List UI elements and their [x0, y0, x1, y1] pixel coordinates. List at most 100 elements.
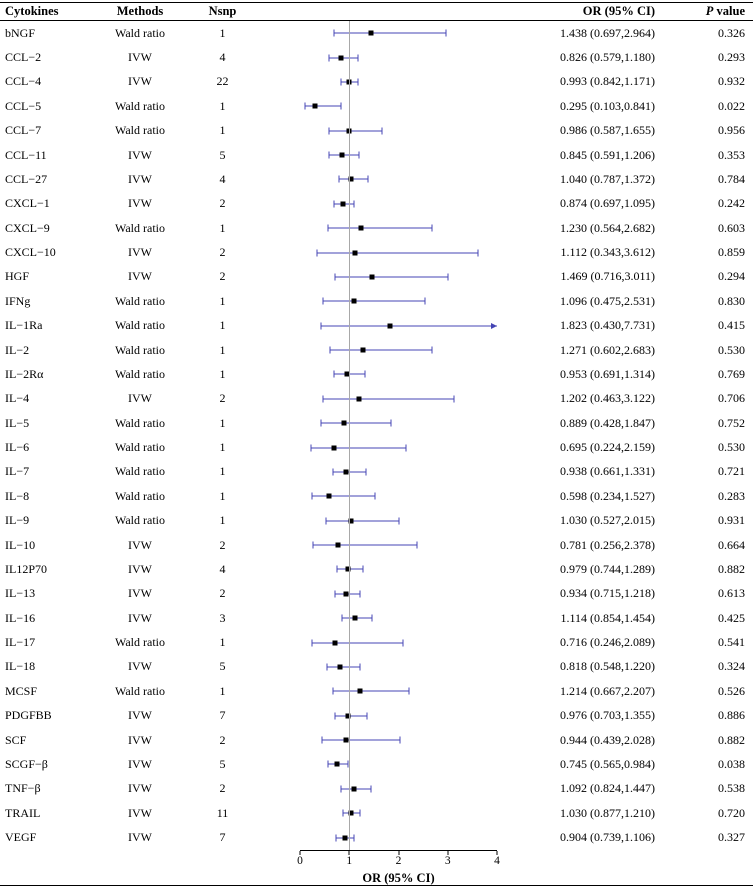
method-label: Wald ratio [114, 683, 165, 698]
col-header-or-ci: OR (95% CI) [582, 4, 655, 18]
method-label: IVW [128, 561, 152, 576]
ci-cap-left [342, 809, 344, 817]
cytokine-label: IL−17 [5, 635, 36, 650]
pvalue-italic-p: P [705, 4, 714, 18]
column-headers: Cytokines Methods Nsnp OR (95% CI) P val… [0, 2, 753, 21]
cytokine-label: CCL−27 [5, 171, 48, 186]
ci-plot [300, 216, 497, 240]
p-value-text: 0.830 [718, 293, 745, 308]
or-ci-text: 1.271 (0.602,2.683) [560, 342, 655, 357]
table-row: CCL−11 IVW 5 0.845 (0.591,1.206) 0.353 [0, 143, 753, 167]
table-row: CXCL−1 IVW 2 0.874 (0.697,1.095) 0.242 [0, 192, 753, 216]
nsnp-value: 1 [219, 123, 226, 138]
point-estimate-marker [343, 737, 349, 743]
or-ci-text: 0.874 (0.697,1.095) [560, 196, 655, 211]
axis-tick-label: 2 [395, 855, 402, 867]
cytokine-label: bNGF [5, 25, 36, 40]
point-estimate-marker [332, 640, 338, 646]
p-value-text: 0.784 [718, 171, 745, 186]
table-row: SCGF−β IVW 5 0.745 (0.565,0.984) 0.038 [0, 752, 753, 776]
point-estimate-marker [338, 55, 344, 61]
or-ci-text: 1.438 (0.697,2.964) [560, 25, 655, 40]
ci-line [312, 642, 403, 644]
nsnp-value: 1 [219, 635, 226, 650]
ci-cap-right [374, 492, 376, 500]
x-axis-labels: 0 1 2 3 4 [297, 855, 500, 868]
cytokine-label: CCL−4 [5, 74, 42, 89]
method-label: IVW [128, 830, 152, 845]
point-estimate-marker [348, 518, 354, 524]
or-ci-text: 1.040 (0.787,1.372) [560, 171, 655, 186]
nsnp-value: 2 [219, 781, 226, 796]
or-ci-text: 0.953 (0.691,1.314) [560, 366, 655, 381]
ci-cap-right [424, 297, 426, 305]
p-value-text: 0.886 [718, 708, 745, 723]
or-ci-text: 1.202 (0.463,3.122) [560, 391, 655, 406]
ci-cap-left [320, 322, 322, 330]
nsnp-value: 1 [219, 342, 226, 357]
ci-cap-left [332, 687, 334, 695]
p-value-text: 0.326 [718, 25, 745, 40]
cytokine-label: IL−5 [5, 415, 30, 430]
ci-plot [300, 630, 497, 654]
ci-cap-left [328, 151, 330, 159]
ci-plot [300, 460, 497, 484]
table-row: CXCL−9 Wald ratio 1 1.230 (0.564,2.682) 0.60… [0, 216, 753, 240]
point-estimate-marker [352, 250, 358, 256]
table-row: IL12P70 IVW 4 0.979 (0.744,1.289) 0.882 [0, 557, 753, 581]
ci-cap-right [408, 687, 410, 695]
or-ci-text: 0.845 (0.591,1.206) [560, 147, 655, 162]
ci-arrow-right [491, 322, 497, 329]
point-estimate-marker [337, 664, 343, 670]
ci-cap-left [338, 175, 340, 183]
ci-line [311, 495, 376, 497]
or-ci-text: 0.745 (0.565,0.984) [560, 756, 655, 771]
method-label: IVW [128, 537, 152, 552]
ci-line [327, 227, 433, 229]
p-value-text: 0.327 [718, 830, 745, 845]
ci-cap-right [399, 736, 401, 744]
nsnp-value: 1 [219, 293, 226, 308]
axis-tick [299, 851, 301, 855]
axis-tick-label: 0 [297, 855, 303, 867]
ci-cap-left [320, 419, 322, 427]
ci-plot [300, 45, 497, 69]
cytokine-label: IL−2Rα [5, 366, 44, 381]
point-estimate-marker [334, 761, 340, 767]
or-ci-text: 0.976 (0.703,1.355) [560, 708, 655, 723]
ci-cap-left [310, 444, 312, 452]
cytokine-label: IL−18 [5, 659, 36, 674]
ci-cap-right [453, 395, 455, 403]
point-estimate-marker [343, 591, 349, 597]
point-estimate-marker [345, 713, 351, 719]
ci-plot [300, 192, 497, 216]
method-label: Wald ratio [114, 318, 165, 333]
p-value-text: 0.530 [718, 342, 745, 357]
cytokine-label: CCL−5 [5, 98, 42, 113]
ci-cap-left [340, 78, 342, 86]
method-label: IVW [128, 171, 152, 186]
nsnp-value: 5 [219, 659, 226, 674]
ci-cap-right [362, 565, 364, 573]
p-value-text: 0.425 [718, 610, 745, 625]
method-label: Wald ratio [114, 98, 165, 113]
ci-line [312, 544, 418, 546]
method-label: IVW [128, 50, 152, 65]
ci-cap-right [381, 127, 382, 135]
table-row: CCL−5 Wald ratio 1 0.295 (0.103,0.841) 0.022 [0, 94, 753, 118]
ci-cap-left [327, 224, 329, 232]
ci-cap-right [340, 102, 342, 110]
table-row: IL−13 IVW 2 0.934 (0.715,1.218) 0.613 [0, 582, 753, 606]
table-row: IL−2 Wald ratio 1 1.271 (0.602,2.683) 0.530 [0, 338, 753, 362]
p-value-text: 0.720 [718, 805, 745, 820]
p-value-text: 0.541 [718, 635, 745, 650]
table-row: CCL−27 IVW 4 1.040 (0.787,1.372) 0.784 [0, 167, 753, 191]
or-ci-text: 1.469 (0.716,3.011) [560, 269, 655, 284]
nsnp-value: 1 [219, 415, 226, 430]
ci-cap-left [327, 760, 329, 768]
p-value-text: 0.956 [718, 123, 745, 138]
p-value-text: 0.882 [718, 561, 745, 576]
nsnp-value: 1 [219, 513, 226, 528]
p-value-text: 0.613 [718, 586, 745, 601]
or-ci-text: 1.092 (0.824,1.447) [560, 781, 655, 796]
